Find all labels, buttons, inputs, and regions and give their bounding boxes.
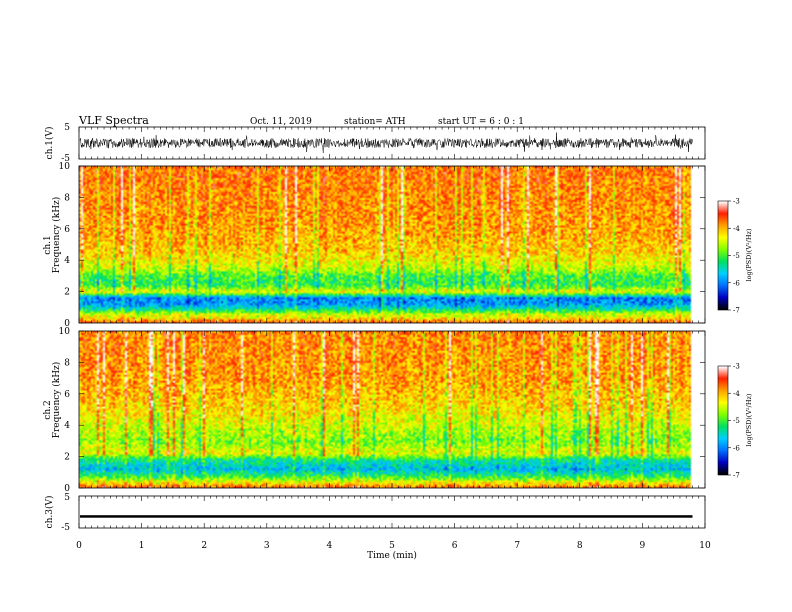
x-tick-label: 6 [452,541,458,551]
ch2-spectrogram-image [79,331,705,488]
ch2-colorbar: -3 -4 -5 -6 -7 log(PSD)(V²/Hz) [717,363,753,480]
ch3-ytick-bottom: -5 [61,523,70,533]
date-label: Oct. 11, 2019 [250,117,312,127]
ch2-spectrogram-ticks [78,331,706,488]
x-axis-tick-labels: 0 1 2 3 4 5 6 7 8 9 10 [76,541,711,551]
ch1-signal-line [79,132,693,154]
x-tick-label: 2 [201,541,207,551]
ch2-spectrogram-panel: 0 2 4 6 8 10 ch.2 Frequency (kHz) [43,327,706,494]
colorbar-tick-label: -6 [733,279,740,287]
frequency-tick-label: 6 [64,390,70,400]
ch1-spectrogram-image [79,166,705,323]
ch2-frequency-ytick-labels: 0 2 4 6 8 10 [59,327,705,494]
x-tick-label: 1 [139,541,145,551]
x-tick-label: 7 [514,541,520,551]
colorbar-tick-label: -6 [733,444,740,452]
colorbar-tick-label: -7 [733,472,740,480]
colorbar-tick-label: -7 [733,307,740,315]
ch1-spectrogram-ylabel-frequency: Frequency (kHz) [51,197,62,274]
ch3-ytick-top: 5 [64,493,70,503]
frequency-tick-label: 6 [64,225,70,235]
x-tick-label: 4 [327,541,333,551]
frequency-tick-label: 0 [64,319,70,329]
ch1-frequency-ytick-labels: 0 2 4 6 8 10 [59,162,705,329]
start-time-label: start UT = 6 : 0 : 1 [438,117,524,127]
x-axis-label: Time (min) [367,550,417,561]
x-tick-label: 9 [640,541,646,551]
colorbar-tick-label: -4 [733,225,740,233]
ch3-signal-band [80,515,693,518]
frequency-tick-label: 8 [64,193,70,203]
ch1-colorbar-label: log(PSD)(V²/Hz) [745,228,753,281]
ch1-waveform-ticks [78,127,706,159]
x-tick-label: 0 [76,541,82,551]
frequency-tick-label: 4 [64,256,70,266]
station-label: station= ATH [344,117,406,127]
ch2-spectrogram-ylabel-frequency: Frequency (kHz) [51,362,62,439]
ch2-colorbar-ticks: -3 -4 -5 -6 -7 [728,363,740,480]
x-tick-label: 8 [577,541,583,551]
ch2-colorbar-label: log(PSD)(V²/Hz) [745,393,753,446]
frequency-tick-label: 10 [59,162,71,172]
ch1-spectrogram-ylabel-channel: ch.1 [43,235,53,254]
ch3-waveform-ylabel: ch.3(V) [44,496,55,529]
figure-title: VLF Spectra [78,114,149,127]
colorbar-tick-label: -4 [733,390,740,398]
ch1-spectrogram-panel: 0 2 4 6 8 10 ch.1 Frequency (kHz) [43,162,706,329]
frequency-tick-label: 2 [64,288,70,298]
ch1-colorbar-gradient [718,201,728,310]
ch1-ytick-bottom: -5 [61,154,70,164]
x-tick-label: 10 [699,541,711,551]
frequency-tick-label: 4 [64,421,70,431]
colorbar-tick-label: -3 [733,363,740,371]
x-tick-label: 3 [264,541,270,551]
ch1-waveform-panel: 5 -5 ch.1(V) [44,123,706,164]
frequency-tick-label: 0 [64,484,70,494]
ch3-waveform-panel: 5 -5 ch.3(V) [44,493,706,533]
x-tick-label: 5 [389,541,395,551]
ch1-colorbar: -3 -4 -5 -6 -7 log(PSD)(V²/Hz) [717,198,753,315]
ch1-waveform-ylabel: ch.1(V) [44,127,55,160]
frequency-tick-label: 10 [59,327,71,337]
frequency-tick-label: 8 [64,358,70,368]
ch1-colorbar-ticks: -3 -4 -5 -6 -7 [728,198,740,315]
ch1-spectrogram-ticks [78,166,706,323]
ch2-colorbar-gradient [718,366,728,475]
ch2-spectrogram-ylabel-channel: ch.2 [43,400,53,419]
frequency-tick-label: 2 [64,453,70,463]
colorbar-tick-label: -3 [733,198,740,206]
ch3-waveform-trace [80,515,693,518]
colorbar-tick-label: -5 [733,417,740,425]
colorbar-tick-label: -5 [733,252,740,260]
ch1-ytick-top: 5 [64,123,70,133]
ch3-waveform-ticks [78,496,706,528]
ch1-waveform-trace [79,132,693,154]
